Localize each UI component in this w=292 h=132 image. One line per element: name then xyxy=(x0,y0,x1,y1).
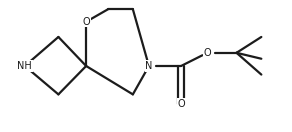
Text: O: O xyxy=(204,48,211,58)
Text: N: N xyxy=(145,61,153,71)
Text: O: O xyxy=(177,99,185,109)
Text: O: O xyxy=(82,17,90,27)
Text: NH: NH xyxy=(18,61,32,71)
